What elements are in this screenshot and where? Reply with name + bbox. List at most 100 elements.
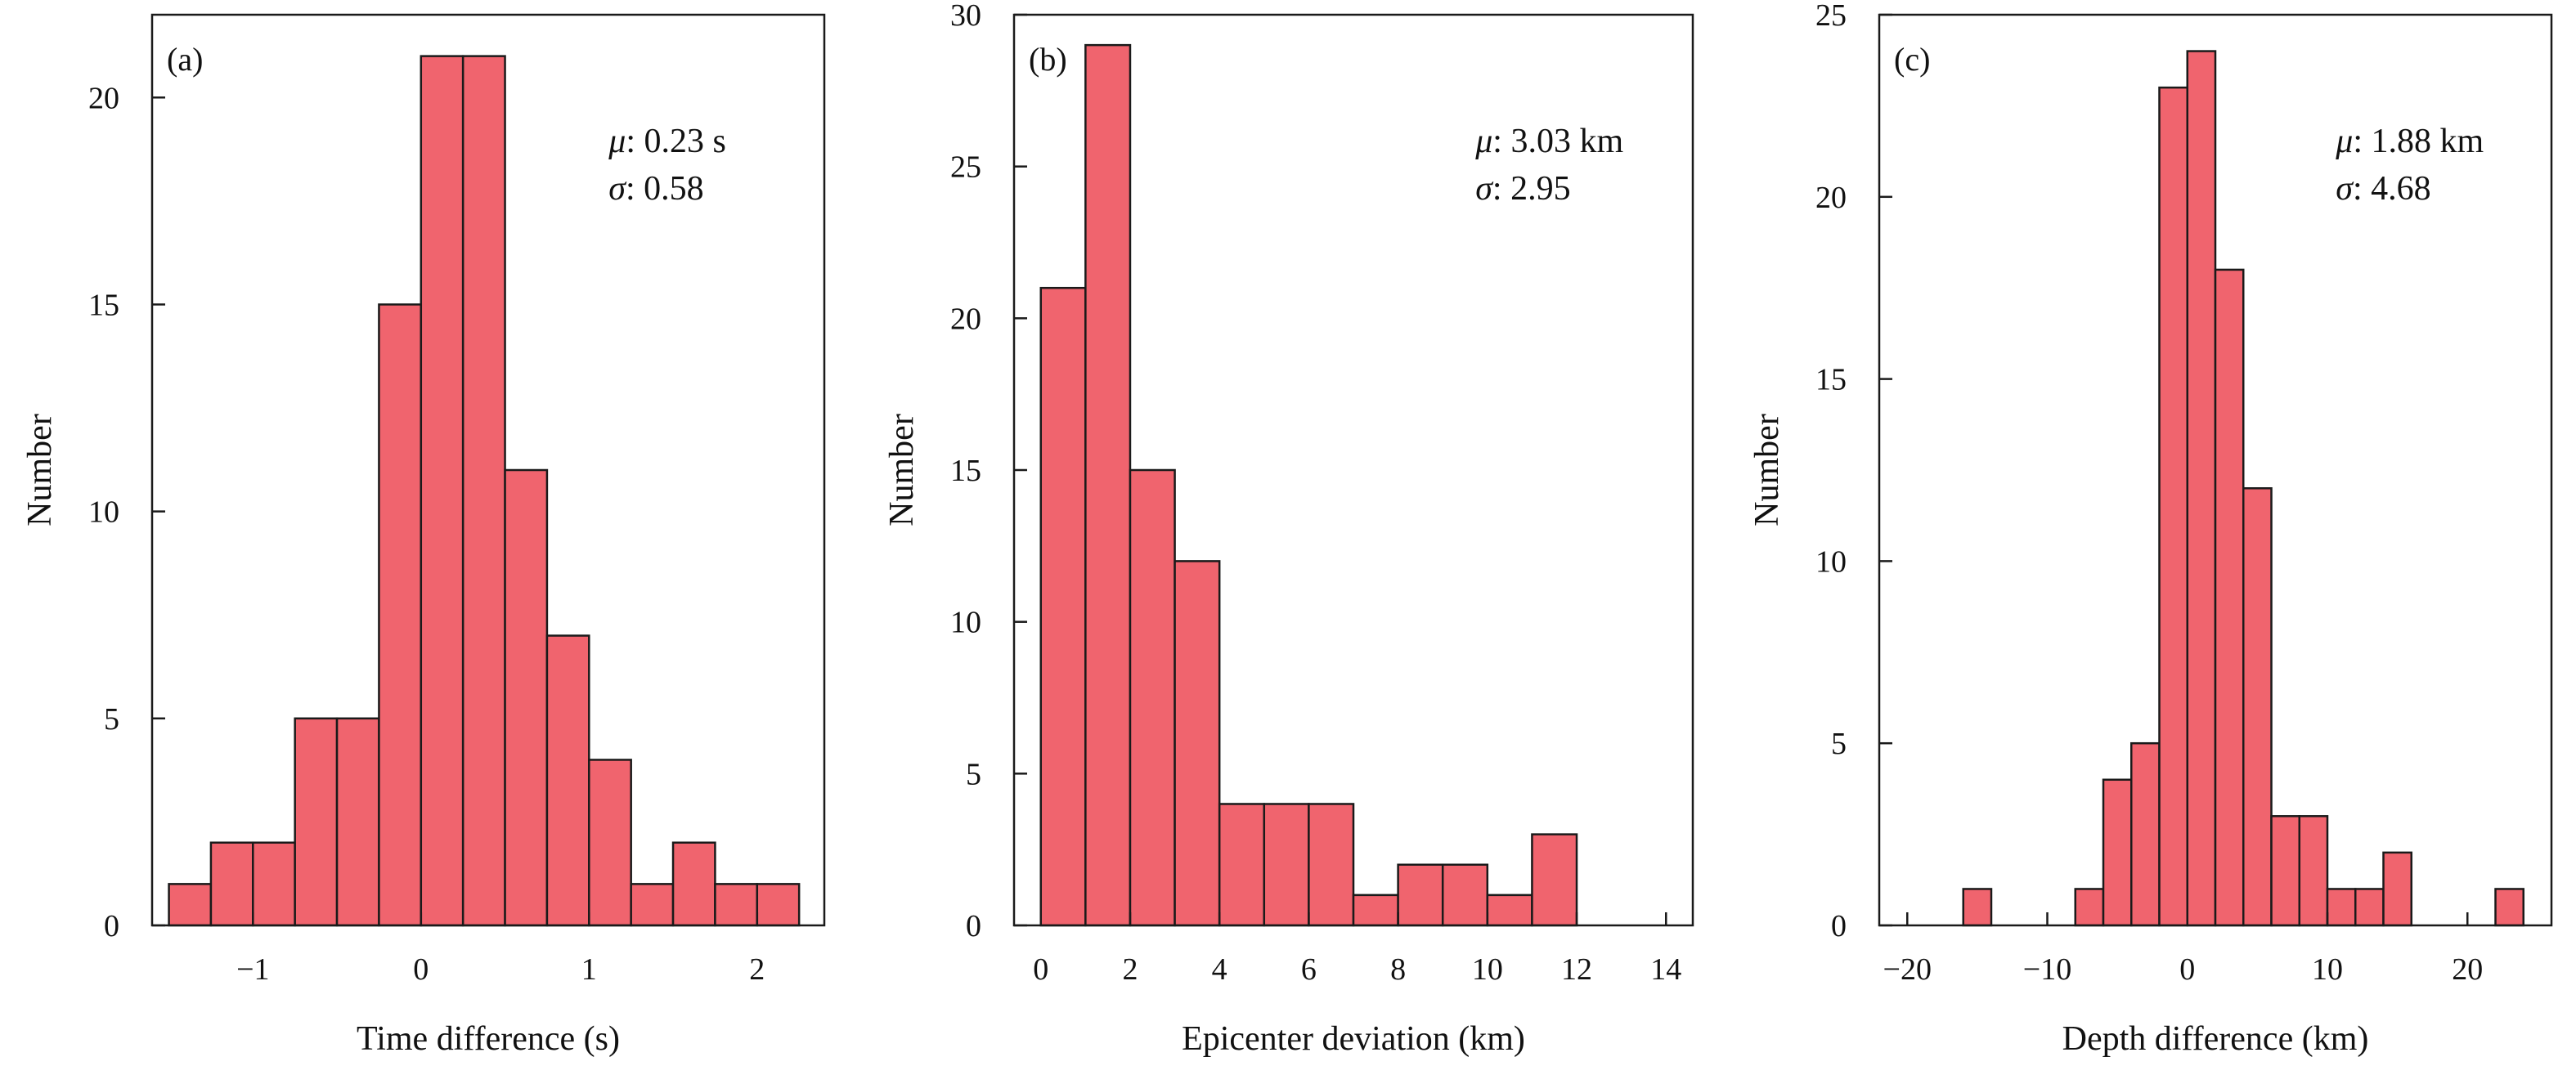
histogram-bar	[1962, 888, 1993, 927]
y-tick-label: 20	[950, 302, 981, 336]
y-axis-label: Number	[1748, 414, 1786, 526]
x-tick-label: 8	[1390, 952, 1406, 987]
histogram-bar	[2242, 487, 2273, 927]
histogram-bar	[1531, 833, 1578, 927]
x-axis-label: Depth difference (km)	[2062, 1020, 2369, 1058]
std-annotation: σ: 4.68	[2336, 170, 2430, 208]
x-axis-label: Time difference (s)	[357, 1020, 620, 1058]
y-tick-label: 25	[1815, 0, 1847, 33]
y-tick-label: 5	[104, 702, 119, 737]
panel-label: (b)	[1029, 41, 1067, 78]
x-tick-label: 0	[413, 952, 429, 987]
sigma-symbol: σ	[2336, 170, 2354, 208]
y-tick-label: 25	[950, 150, 981, 185]
histogram-bar	[2074, 888, 2105, 927]
std-annotation: σ: 2.95	[1475, 170, 1570, 208]
y-tick-label: 0	[966, 909, 981, 943]
histogram-bar	[2494, 888, 2524, 927]
y-tick-label: 10	[1815, 544, 1847, 579]
histogram-bar	[2186, 50, 2217, 927]
histogram-bar	[2270, 815, 2300, 927]
histogram-bar	[671, 841, 716, 927]
y-tick-label: 30	[950, 0, 981, 33]
histogram-bar	[1129, 468, 1176, 927]
panel-label: (c)	[1894, 41, 1930, 78]
y-axis-label: Number	[21, 414, 59, 526]
histogram-bar	[545, 634, 590, 927]
histogram-bar	[1084, 43, 1132, 927]
panel-b: 0 5 10 15 20 25 30 0 2 4 6 8 10 12 14 Epicenter deviati…	[883, 0, 1694, 1058]
x-tick-label: 0	[1033, 952, 1048, 987]
histogram-bar	[2214, 268, 2245, 927]
x-axis-label: Epicenter deviation (km)	[1182, 1020, 1525, 1058]
y-tick-label: 0	[104, 909, 119, 943]
histogram-bar	[252, 841, 296, 927]
sigma-symbol: σ	[608, 170, 627, 208]
y-tick-label: 15	[950, 454, 981, 488]
x-tick-label: −1	[236, 952, 269, 987]
histogram-bar	[2382, 851, 2412, 927]
y-tick-label: 10	[88, 495, 119, 530]
y-tick-label: 20	[1815, 181, 1847, 215]
histogram-bar	[1263, 803, 1310, 927]
sigma-value: : 0.58	[626, 170, 704, 208]
panel-a: 0 5 10 15 20 −1 0 1 2 Time difference (s) Number (a…	[21, 13, 826, 1058]
histogram-bar	[294, 717, 339, 927]
mu-symbol: μ	[608, 123, 626, 160]
mean-annotation: μ: 3.03 km	[1474, 123, 1623, 160]
histogram-bar	[378, 303, 423, 927]
histogram-bar	[2130, 741, 2161, 927]
sigma-value: : 4.68	[2353, 170, 2431, 208]
mu-symbol: μ	[2335, 123, 2353, 160]
histogram-bar	[461, 55, 506, 927]
panel-c: 0 5 10 15 20 25 −20 −10 0 10 20 Depth difference (k…	[1748, 0, 2553, 1058]
panel-label: (a)	[167, 41, 203, 78]
x-tick-label: 20	[2452, 952, 2483, 987]
histogram-bar	[1039, 286, 1087, 927]
histogram-bar	[1218, 803, 1266, 927]
y-tick-label: 0	[1831, 909, 1847, 943]
histogram-bar	[2326, 888, 2357, 927]
std-annotation: σ: 0.58	[608, 170, 703, 208]
histogram-bar	[2354, 888, 2385, 927]
x-tick-label: 4	[1212, 952, 1227, 987]
histogram-bar	[1174, 560, 1221, 927]
plot-frame	[150, 13, 826, 927]
histogram-bar	[588, 759, 632, 927]
x-tick-label: 14	[1650, 952, 1681, 987]
x-tick-label: 2	[1122, 952, 1138, 987]
x-tick-label: 10	[2312, 952, 2343, 987]
x-tick-label: 0	[2179, 952, 2195, 987]
y-tick-label: 20	[88, 81, 119, 115]
sigma-symbol: σ	[1475, 170, 1494, 208]
mu-value: : 0.23 s	[626, 123, 726, 160]
histogram-bar	[209, 841, 254, 927]
x-tick-label: 10	[1472, 952, 1503, 987]
x-tick-label: −10	[2023, 952, 2071, 987]
histogram-bar	[168, 883, 213, 927]
histogram-bar	[2298, 815, 2329, 927]
histogram-bar	[2158, 86, 2188, 927]
x-tick-label: 12	[1561, 952, 1592, 987]
y-tick-label: 15	[88, 288, 119, 322]
mu-value: : 1.88 km	[2353, 123, 2484, 160]
histogram-bar	[1486, 894, 1533, 927]
mean-annotation: μ: 1.88 km	[2335, 123, 2484, 160]
histogram-bar	[714, 883, 759, 927]
histogram-bar	[1308, 803, 1355, 927]
histogram-bar	[2102, 778, 2133, 927]
x-tick-label: 1	[581, 952, 597, 987]
y-tick-label: 10	[950, 606, 981, 640]
histogram-bar	[756, 883, 801, 927]
histogram-bar	[630, 883, 675, 927]
y-tick-label: 15	[1815, 363, 1847, 397]
histogram-bar	[1352, 894, 1399, 927]
y-axis-label: Number	[883, 414, 921, 526]
y-tick-label: 5	[966, 757, 981, 791]
y-tick-label: 5	[1831, 727, 1847, 761]
histogram-bar	[420, 55, 464, 927]
histogram-bar	[504, 468, 549, 927]
histogram-bar	[1441, 863, 1489, 927]
x-tick-label: −20	[1883, 952, 1932, 987]
